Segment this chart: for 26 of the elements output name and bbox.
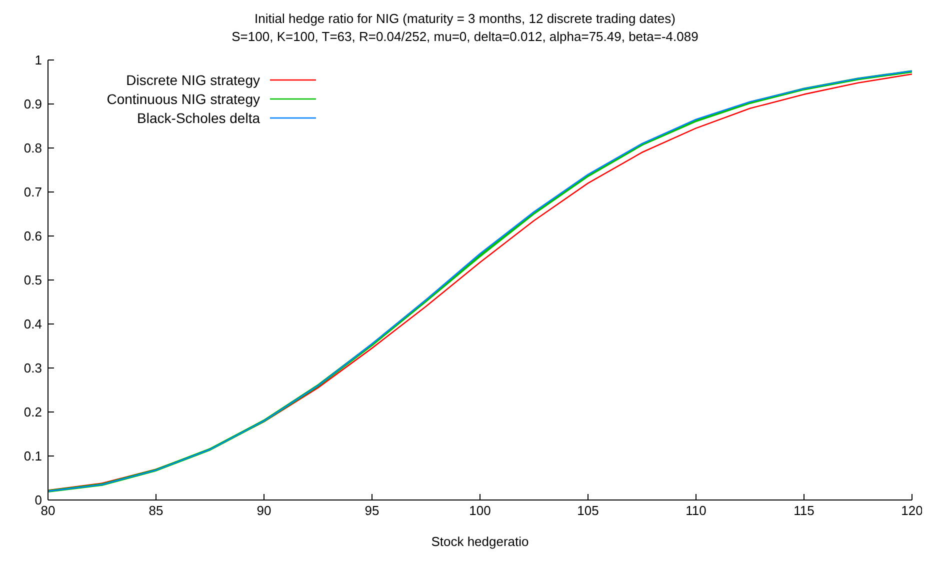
y-tick-label: 0.7	[24, 184, 42, 200]
legend-label: Discrete NIG strategy	[126, 72, 260, 88]
legend-label: Black-Scholes delta	[137, 110, 260, 126]
y-tick-label: 0.4	[24, 316, 42, 332]
y-tick-label: 1	[34, 52, 42, 68]
y-tick-label: 0.9	[24, 96, 42, 112]
x-tick-label: 90	[256, 503, 272, 518]
y-tick-label: 0.1	[24, 448, 42, 464]
x-tick-label: 120	[901, 503, 923, 518]
x-tick-label: 105	[577, 503, 599, 518]
y-tick-label: 0.3	[24, 360, 42, 376]
x-tick-label: 85	[148, 503, 164, 518]
legend-label: Continuous NIG strategy	[106, 90, 260, 106]
y-tick-label: 0	[34, 492, 42, 508]
y-tick-label: 0.6	[24, 228, 42, 244]
x-tick-label: 95	[364, 503, 380, 518]
y-tick-label: 0.8	[24, 140, 42, 156]
y-tick-label: 0.5	[24, 272, 42, 288]
chart-subtitle: S=100, K=100, T=63, R=0.04/252, mu=0, delta=0.012, alpha=75.49, beta=-4.089	[230, 28, 700, 46]
x-tick-label: 100	[469, 503, 491, 518]
chart-title: Initial hedge ratio for NIG (maturity = 3 months, 12 discrete trading dates)	[254, 10, 676, 28]
x-tick-label: 110	[686, 503, 706, 518]
x-tick-label: 80	[40, 503, 56, 518]
x-axis-title: Stock hedgeratio	[431, 534, 529, 549]
x-tick-label: 115	[794, 503, 814, 518]
y-tick-label: 0.2	[24, 404, 42, 420]
